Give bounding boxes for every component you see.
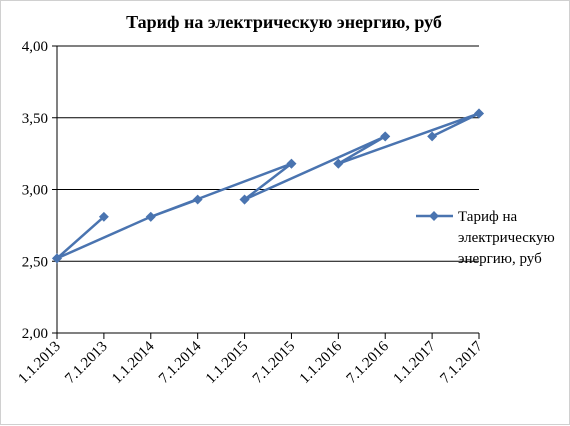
- x-tick-label: 7.1.2013: [62, 339, 110, 387]
- data-point-marker: [192, 194, 203, 205]
- data-point-marker: [474, 108, 484, 119]
- x-tick-label: 7.1.2016: [344, 338, 393, 387]
- series-layer: [52, 108, 484, 264]
- gridlines: [57, 45, 479, 262]
- x-tick-labels: 1.1.20137.1.20131.1.20147.1.20141.1.2015…: [15, 338, 486, 387]
- legend-entry-line-3: энергию, руб: [458, 251, 542, 267]
- y-tick-label: 2,00: [22, 326, 48, 342]
- legend: Тариф на электрическую энергию, руб: [416, 209, 555, 267]
- legend-swatch-marker: [429, 211, 439, 221]
- legend-entry-line-1: Тариф на: [458, 209, 517, 225]
- x-tick-label: 1.1.2013: [15, 339, 63, 387]
- chart-title: Тариф на электрическую энергию, руб: [126, 12, 442, 32]
- y-tick-label: 4,00: [22, 39, 48, 55]
- axes: [52, 45, 480, 339]
- x-tick-label: 1.1.2015: [203, 339, 251, 387]
- data-point-marker: [333, 158, 344, 169]
- data-point-marker: [380, 131, 391, 142]
- data-point-marker: [98, 211, 109, 222]
- data-point-marker: [145, 211, 156, 222]
- legend-entry-line-2: электрическую: [458, 230, 555, 246]
- y-tick-labels: 2,00 2,50 3,00 3,50 4,00: [22, 39, 48, 342]
- x-tick-label: 1.1.2017: [391, 338, 440, 387]
- x-tick-label: 7.1.2014: [156, 338, 205, 387]
- y-tick-label: 3,50: [22, 111, 48, 127]
- y-tick-label: 2,50: [22, 254, 48, 270]
- x-tick-label: 7.1.2017: [437, 338, 486, 387]
- x-tick-label: 1.1.2016: [297, 338, 346, 387]
- x-tick-label: 7.1.2015: [250, 339, 298, 387]
- x-tick-label: 1.1.2014: [109, 338, 158, 387]
- series-line: [55, 112, 481, 260]
- data-point-marker: [239, 194, 250, 205]
- y-tick-label: 3,00: [22, 183, 48, 199]
- data-point-marker: [286, 158, 297, 169]
- data-point-marker: [427, 131, 438, 142]
